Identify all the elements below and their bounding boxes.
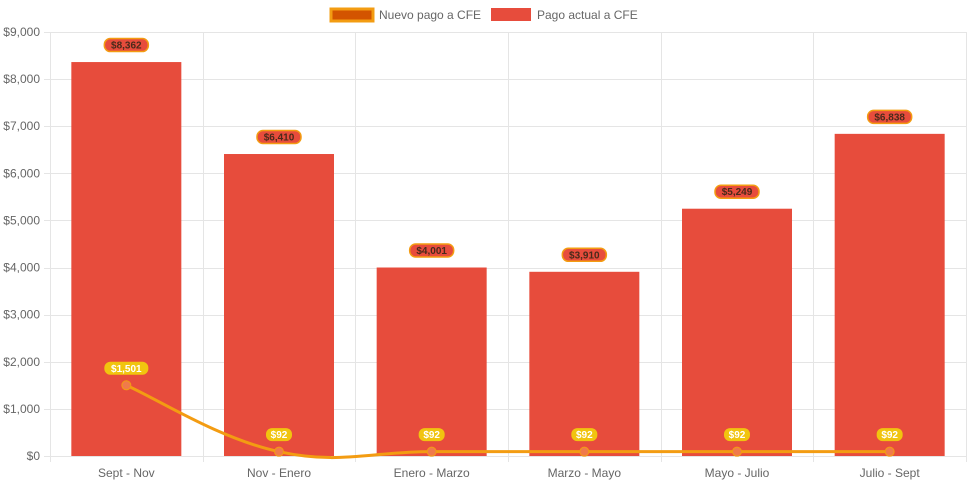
line-value-label-bg <box>266 428 292 442</box>
y-tick-label: $2,000 <box>3 355 40 369</box>
bar-value-label-text: $5,249 <box>722 187 753 198</box>
line-point[interactable] <box>884 446 895 457</box>
bar-value-label-bg <box>408 243 455 258</box>
bar-value-label-bg <box>714 184 760 199</box>
legend-item-pago-actual[interactable]: Pago actual a CFE <box>491 8 638 22</box>
bar-value-label-text: $4,001 <box>416 246 447 257</box>
y-tick-label: $3,000 <box>3 308 40 322</box>
line-value-label: $92 <box>876 428 903 442</box>
legend-swatch-bar <box>491 8 531 21</box>
x-tick-label: Enero - Marzo <box>394 466 470 480</box>
bar[interactable] <box>529 271 640 456</box>
legend[interactable]: Nuevo pago a CFE Pago actual a CFE <box>329 7 638 23</box>
line-value-label-text: $92 <box>729 430 746 441</box>
line-point[interactable] <box>121 380 132 391</box>
line-value-label-bg <box>876 428 903 442</box>
line-point[interactable] <box>426 446 437 457</box>
line-path-nuevo-pago <box>125 383 890 460</box>
bar[interactable] <box>71 62 182 457</box>
bars <box>71 62 945 457</box>
line-value-label: $92 <box>266 428 292 442</box>
line-value-label-text: $92 <box>881 430 898 441</box>
line-value-label-bg <box>571 428 598 442</box>
bar[interactable] <box>682 208 792 456</box>
bar-value-label: $6,838 <box>866 109 913 125</box>
bar-value-label-bg <box>256 129 302 145</box>
x-tick-label: Mayo - Julio <box>705 466 770 480</box>
line-value-label: $92 <box>418 428 445 442</box>
y-tick-label: $1,000 <box>3 402 40 416</box>
line-value-label-text: $92 <box>423 430 440 441</box>
bar-value-label: $3,910 <box>561 247 608 263</box>
line-value-label-bg <box>418 428 445 442</box>
line-value-label-text: $92 <box>576 430 593 441</box>
line-value-label-text: $92 <box>271 430 288 441</box>
bar[interactable] <box>834 133 945 456</box>
bar-value-label-bg <box>561 247 608 263</box>
line-value-label-bg <box>724 428 750 442</box>
line-point[interactable] <box>274 446 284 457</box>
bar-value-label-text: $6,410 <box>264 133 295 144</box>
y-tick-label: $5,000 <box>3 213 40 227</box>
x-tick-label: Nov - Enero <box>247 466 311 480</box>
bar-value-label-bg <box>866 109 913 125</box>
line-point[interactable] <box>579 446 590 457</box>
y-axis: $0 $1,000 $2,000 $3,000 $4,000 $5,000 $6,000 $7… <box>3 25 40 463</box>
legend-label-nuevo-pago: Nuevo pago a CFE <box>379 8 481 22</box>
bar-value-label: $5,249 <box>714 184 760 199</box>
bar-value-label: $6,410 <box>256 129 302 145</box>
y-tick-label: $6,000 <box>3 166 40 180</box>
x-axis: Sept - Nov Nov - Enero Enero - Marzo Marzo … <box>98 466 920 480</box>
line-series <box>121 380 895 460</box>
bar-value-label-text: $8,362 <box>111 41 142 52</box>
bar-value-label: $8,362 <box>103 37 150 53</box>
grid <box>44 32 967 462</box>
bar-value-label-bg <box>103 37 150 53</box>
line-labels: $1,501 $92 $92 $92 $92 $92 <box>104 361 903 442</box>
y-tick-label: $4,000 <box>3 261 40 275</box>
y-tick-label: $8,000 <box>3 72 40 86</box>
bar-value-label: $4,001 <box>408 243 455 258</box>
x-tick-label: Julio - Sept <box>860 466 921 480</box>
bar-value-label-text: $3,910 <box>569 250 600 261</box>
line-value-label-text: $1,501 <box>111 364 142 375</box>
bar-value-label-text: $6,838 <box>874 112 905 123</box>
legend-swatch-line <box>329 7 375 23</box>
x-tick-label: Sept - Nov <box>98 466 155 480</box>
legend-item-nuevo-pago[interactable]: Nuevo pago a CFE <box>329 7 481 23</box>
legend-label-pago-actual: Pago actual a CFE <box>537 8 638 22</box>
bar[interactable] <box>376 267 487 456</box>
line-value-label: $92 <box>571 428 598 442</box>
bar-labels: $8,362 $6,410 $4,001 $3,910 $5,249 $6,838 <box>103 37 913 263</box>
line-value-label: $92 <box>724 428 750 442</box>
y-tick-label: $7,000 <box>3 119 40 133</box>
bar[interactable] <box>224 154 334 457</box>
line-point[interactable] <box>732 446 742 457</box>
y-tick-label: $0 <box>27 449 41 463</box>
line-value-label-bg <box>104 361 149 375</box>
y-tick-label: $9,000 <box>3 25 40 39</box>
x-tick-label: Marzo - Mayo <box>548 466 622 480</box>
line-value-label: $1,501 <box>104 361 149 375</box>
